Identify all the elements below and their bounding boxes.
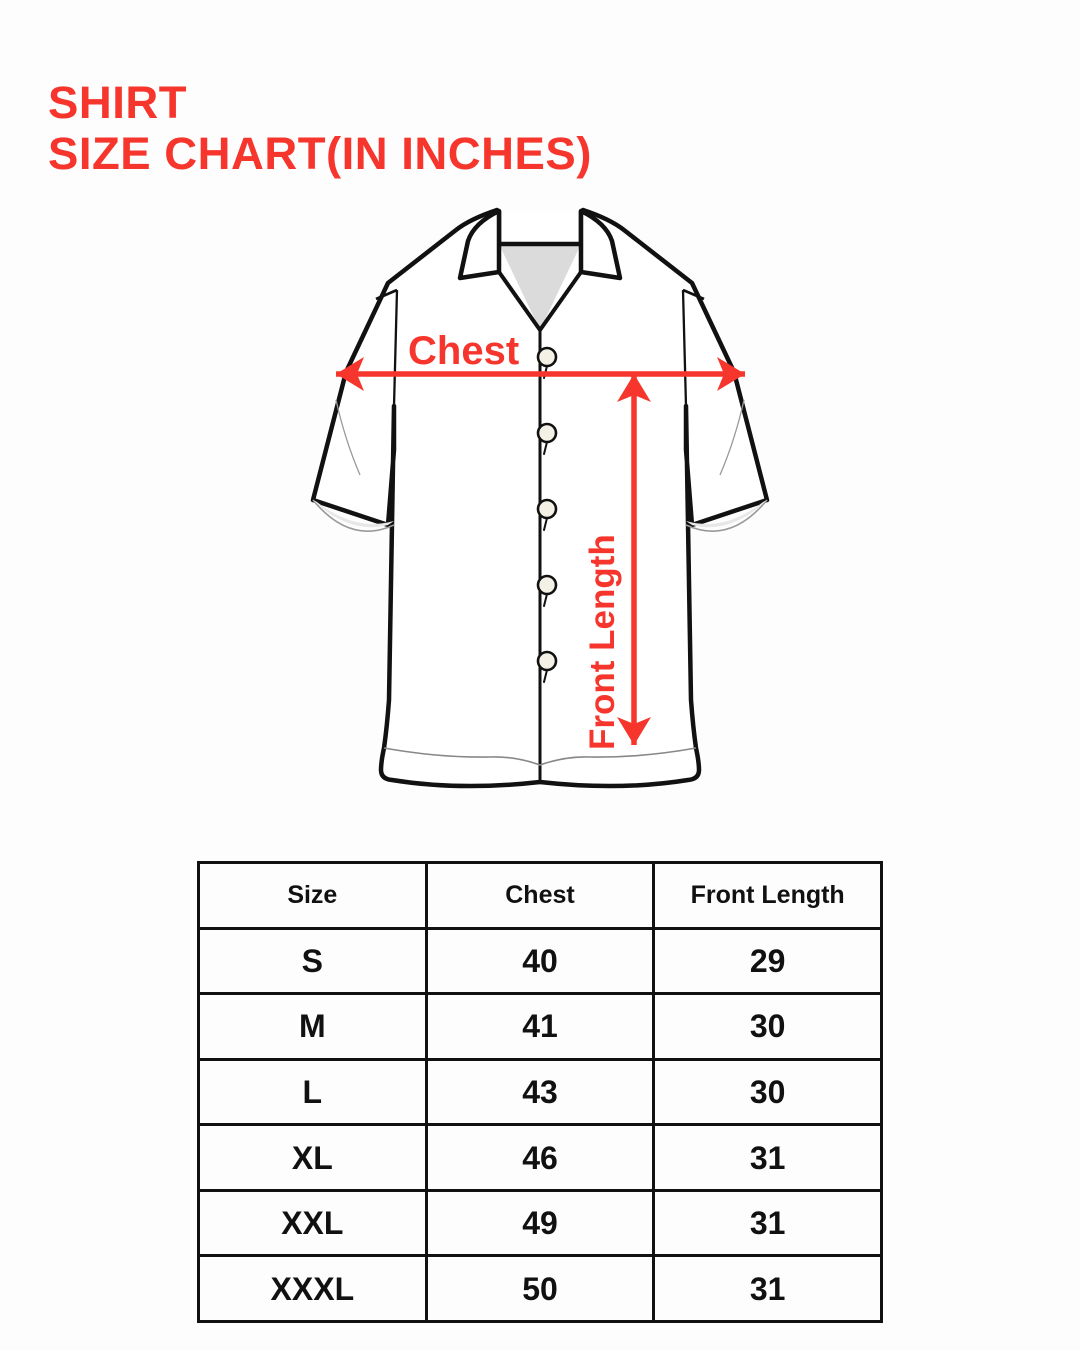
svg-text:Front Length: Front Length [583,534,622,750]
svg-text:Chest: Chest [408,329,519,373]
